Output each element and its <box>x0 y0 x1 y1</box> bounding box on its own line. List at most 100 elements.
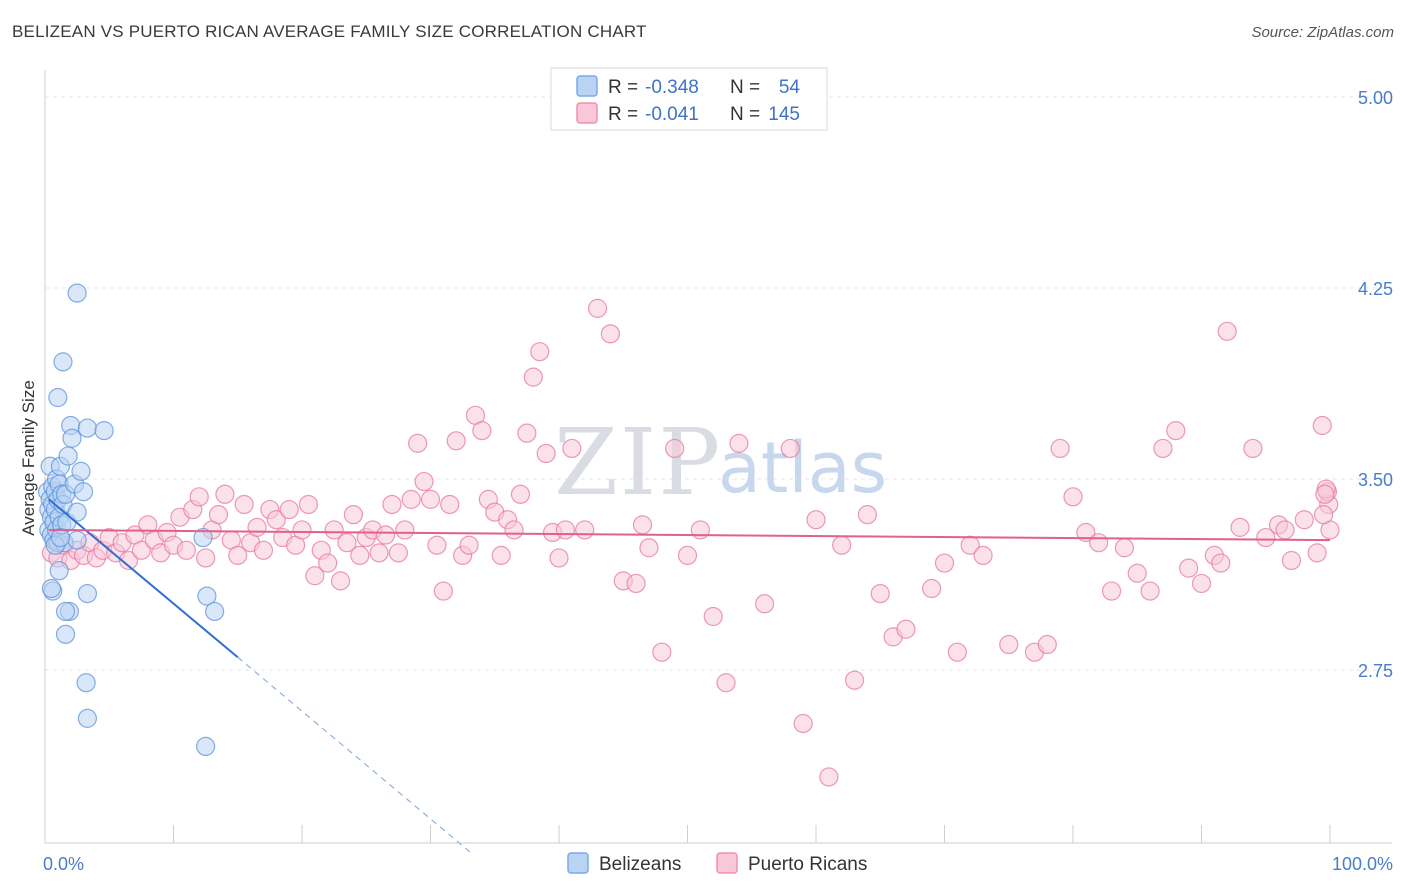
puerto-rican-point-77 <box>536 443 556 464</box>
belizean-point-49 <box>196 736 216 757</box>
y-tick-label-0: 2.75 <box>1358 661 1393 681</box>
puerto-rican-point-75 <box>523 367 543 387</box>
puerto-rican-point-48 <box>350 545 370 566</box>
puerto-rican-point-53 <box>382 494 402 515</box>
puerto-rican-point-35 <box>266 510 286 530</box>
chart-title: BELIZEAN VS PUERTO RICAN AVERAGE FAMILY … <box>12 22 647 41</box>
puerto-rican-point-14 <box>131 540 151 560</box>
belizean-point-34 <box>67 283 87 303</box>
belizean-point-39 <box>49 561 69 581</box>
puerto-rican-point-110 <box>960 535 980 555</box>
puerto-rican-point-41 <box>305 566 325 586</box>
puerto-ricans-trend-line <box>48 528 1331 542</box>
belizean-point-31 <box>67 530 87 550</box>
puerto-rican-point-23 <box>189 487 209 507</box>
puerto-rican-point-56 <box>401 489 421 509</box>
puerto-rican-point-126 <box>1191 573 1212 594</box>
belizean-point-38 <box>73 482 94 502</box>
puerto-rican-point-81 <box>562 438 582 459</box>
grid-lines <box>45 96 1392 671</box>
series-puerto-ricans <box>41 298 1340 787</box>
puerto-rican-point-120 <box>1114 538 1135 558</box>
puerto-rican-point-136 <box>1294 510 1314 530</box>
watermark-zip: ZIP <box>554 409 722 516</box>
puerto-rican-point-32 <box>247 517 267 537</box>
belizean-point-48 <box>193 527 213 548</box>
belizean-point-45 <box>77 708 98 728</box>
puerto-rican-point-40 <box>298 494 319 515</box>
belizean-point-46 <box>197 586 217 606</box>
puerto-rican-point-58 <box>414 471 434 492</box>
puerto-rican-point-39 <box>292 520 312 540</box>
puerto-rican-point-52 <box>375 525 396 545</box>
puerto-rican-point-111 <box>973 545 993 566</box>
bottom-legend-puerto-ricans: Puerto Ricans <box>748 854 867 875</box>
puerto-rican-point-47 <box>343 505 363 525</box>
belizean-point-51 <box>50 527 71 548</box>
puerto-rican-point-131 <box>1243 438 1263 459</box>
belizean-point-43 <box>77 583 98 604</box>
belizean-point-42 <box>55 624 76 644</box>
y-axis-label: Average Family Size <box>19 380 38 536</box>
puerto-rican-point-73 <box>510 484 531 504</box>
puerto-rican-point-119 <box>1101 581 1122 601</box>
puerto-rican-point-91 <box>677 545 698 566</box>
legend-swatch-belizeans <box>576 75 598 97</box>
y-tick-label-3: 5.00 <box>1358 88 1393 108</box>
puerto-rican-point-115 <box>1050 438 1070 459</box>
puerto-rican-point-144 <box>1312 415 1332 436</box>
puerto-rican-point-124 <box>1166 421 1186 441</box>
puerto-rican-point-67 <box>472 421 492 441</box>
chart-source: Source: ZipAtlas.com <box>1251 24 1394 41</box>
puerto-rican-point-93 <box>703 606 723 627</box>
puerto-rican-point-92 <box>690 520 710 540</box>
puerto-rican-point-98 <box>793 713 813 734</box>
puerto-rican-point-84 <box>600 324 621 344</box>
legend-n-label-1: N = <box>730 77 760 98</box>
puerto-rican-point-54 <box>388 543 408 563</box>
x-tick-label-0: 0.0% <box>43 854 84 874</box>
belizeans-trend-extension <box>237 656 473 854</box>
puerto-rican-point-51 <box>369 543 389 563</box>
legend-r-label-2: R = <box>608 104 638 125</box>
puerto-rican-point-130 <box>1230 517 1250 537</box>
puerto-rican-point-83 <box>587 298 608 318</box>
puerto-rican-point-123 <box>1153 438 1173 459</box>
puerto-rican-point-132 <box>1256 527 1276 548</box>
puerto-rican-point-57 <box>408 433 428 453</box>
puerto-rican-point-142 <box>1315 484 1335 504</box>
belizean-point-47 <box>205 601 225 622</box>
puerto-rican-point-79 <box>549 548 569 568</box>
legend-swatch-puerto-ricans <box>576 102 598 124</box>
bottom-legend-swatch-puerto-ricans <box>716 852 738 874</box>
puerto-rican-point-134 <box>1275 520 1295 540</box>
puerto-rican-point-46 <box>337 533 357 553</box>
puerto-rican-point-121 <box>1127 563 1147 583</box>
watermark: ZIP atlas <box>554 409 887 516</box>
belizean-point-37 <box>71 461 91 481</box>
puerto-rican-point-61 <box>433 581 453 601</box>
y-tick-label-1: 3.50 <box>1358 470 1393 490</box>
puerto-rican-point-118 <box>1089 533 1109 553</box>
axes <box>44 70 1392 844</box>
puerto-rican-point-37 <box>279 499 299 520</box>
puerto-rican-point-106 <box>896 619 916 639</box>
puerto-rican-point-45 <box>330 571 351 591</box>
puerto-rican-point-80 <box>555 520 576 540</box>
puerto-rican-point-21 <box>176 540 196 560</box>
bottom-legend-swatch-belizeans <box>567 852 589 874</box>
belizean-point-33 <box>48 387 68 408</box>
belizean-point-28 <box>62 428 82 448</box>
puerto-rican-point-88 <box>639 538 659 558</box>
belizean-point-44 <box>76 673 96 693</box>
puerto-rican-point-89 <box>652 642 672 662</box>
puerto-rican-point-143 <box>1313 505 1334 525</box>
puerto-rican-point-63 <box>446 431 466 451</box>
puerto-rican-point-27 <box>215 484 235 504</box>
puerto-rican-point-76 <box>530 342 550 362</box>
belizeans-trend-line <box>48 498 239 659</box>
puerto-rican-point-43 <box>318 553 338 573</box>
puerto-rican-point-24 <box>196 548 216 568</box>
puerto-rican-point-114 <box>1037 634 1057 655</box>
puerto-rican-point-74 <box>517 423 537 443</box>
